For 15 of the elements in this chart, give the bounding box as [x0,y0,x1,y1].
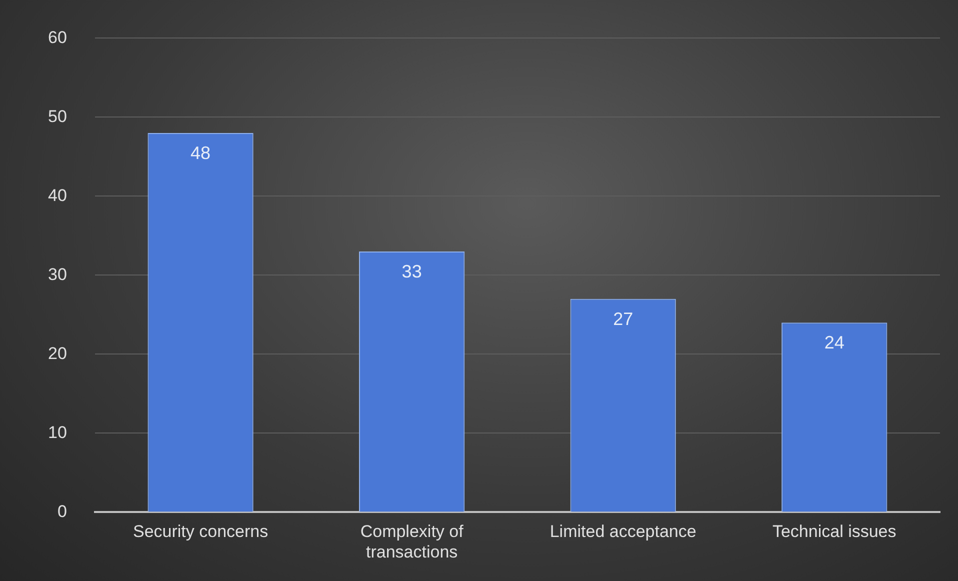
y-tick-label: 50 [48,106,67,126]
data-label: 24 [824,332,844,353]
y-tick-label: 10 [48,422,67,442]
x-tick-label: Security concerns [132,522,268,542]
y-tick-label: 30 [48,264,67,284]
data-label: 33 [402,261,422,282]
y-tick-label: 60 [48,28,67,47]
x-tick-label: Limited acceptance [550,522,696,542]
y-tick-label: 0 [57,502,67,521]
data-label: 27 [613,308,634,329]
y-tick-label: 40 [48,186,67,205]
x-tick-label: Technical issues [772,522,896,542]
x-tick-label: Complexity of transactions [360,522,464,562]
data-label: 48 [190,142,211,163]
y-tick-label: 20 [48,344,67,363]
